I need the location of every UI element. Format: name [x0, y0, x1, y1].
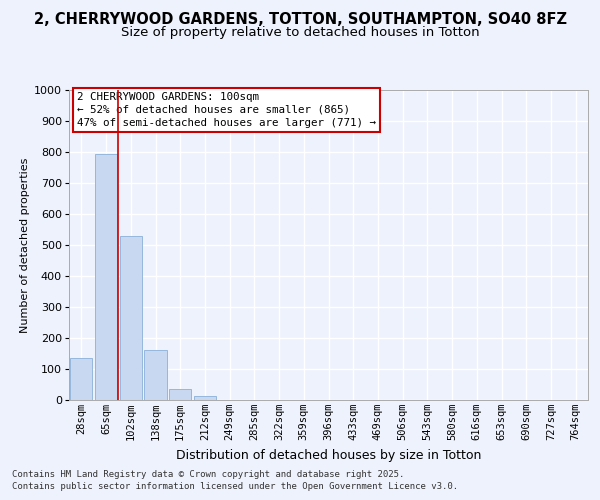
Bar — [194, 396, 216, 400]
Text: Contains public sector information licensed under the Open Government Licence v3: Contains public sector information licen… — [12, 482, 458, 491]
Y-axis label: Number of detached properties: Number of detached properties — [20, 158, 30, 332]
Text: Size of property relative to detached houses in Totton: Size of property relative to detached ho… — [121, 26, 479, 39]
Text: 2 CHERRYWOOD GARDENS: 100sqm
← 52% of detached houses are smaller (865)
47% of s: 2 CHERRYWOOD GARDENS: 100sqm ← 52% of de… — [77, 92, 376, 128]
Text: Contains HM Land Registry data © Crown copyright and database right 2025.: Contains HM Land Registry data © Crown c… — [12, 470, 404, 479]
Bar — [169, 388, 191, 400]
Bar — [119, 236, 142, 400]
Text: 2, CHERRYWOOD GARDENS, TOTTON, SOUTHAMPTON, SO40 8FZ: 2, CHERRYWOOD GARDENS, TOTTON, SOUTHAMPT… — [34, 12, 566, 28]
Bar — [95, 154, 117, 400]
Bar — [70, 358, 92, 400]
X-axis label: Distribution of detached houses by size in Totton: Distribution of detached houses by size … — [176, 448, 481, 462]
Bar — [145, 350, 167, 400]
